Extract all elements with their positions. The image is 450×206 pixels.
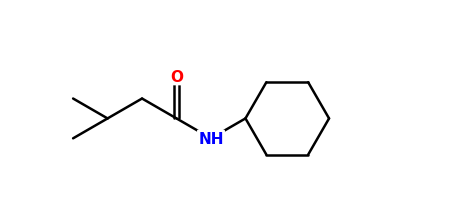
Text: O: O	[170, 70, 183, 85]
Text: NH: NH	[198, 131, 224, 146]
